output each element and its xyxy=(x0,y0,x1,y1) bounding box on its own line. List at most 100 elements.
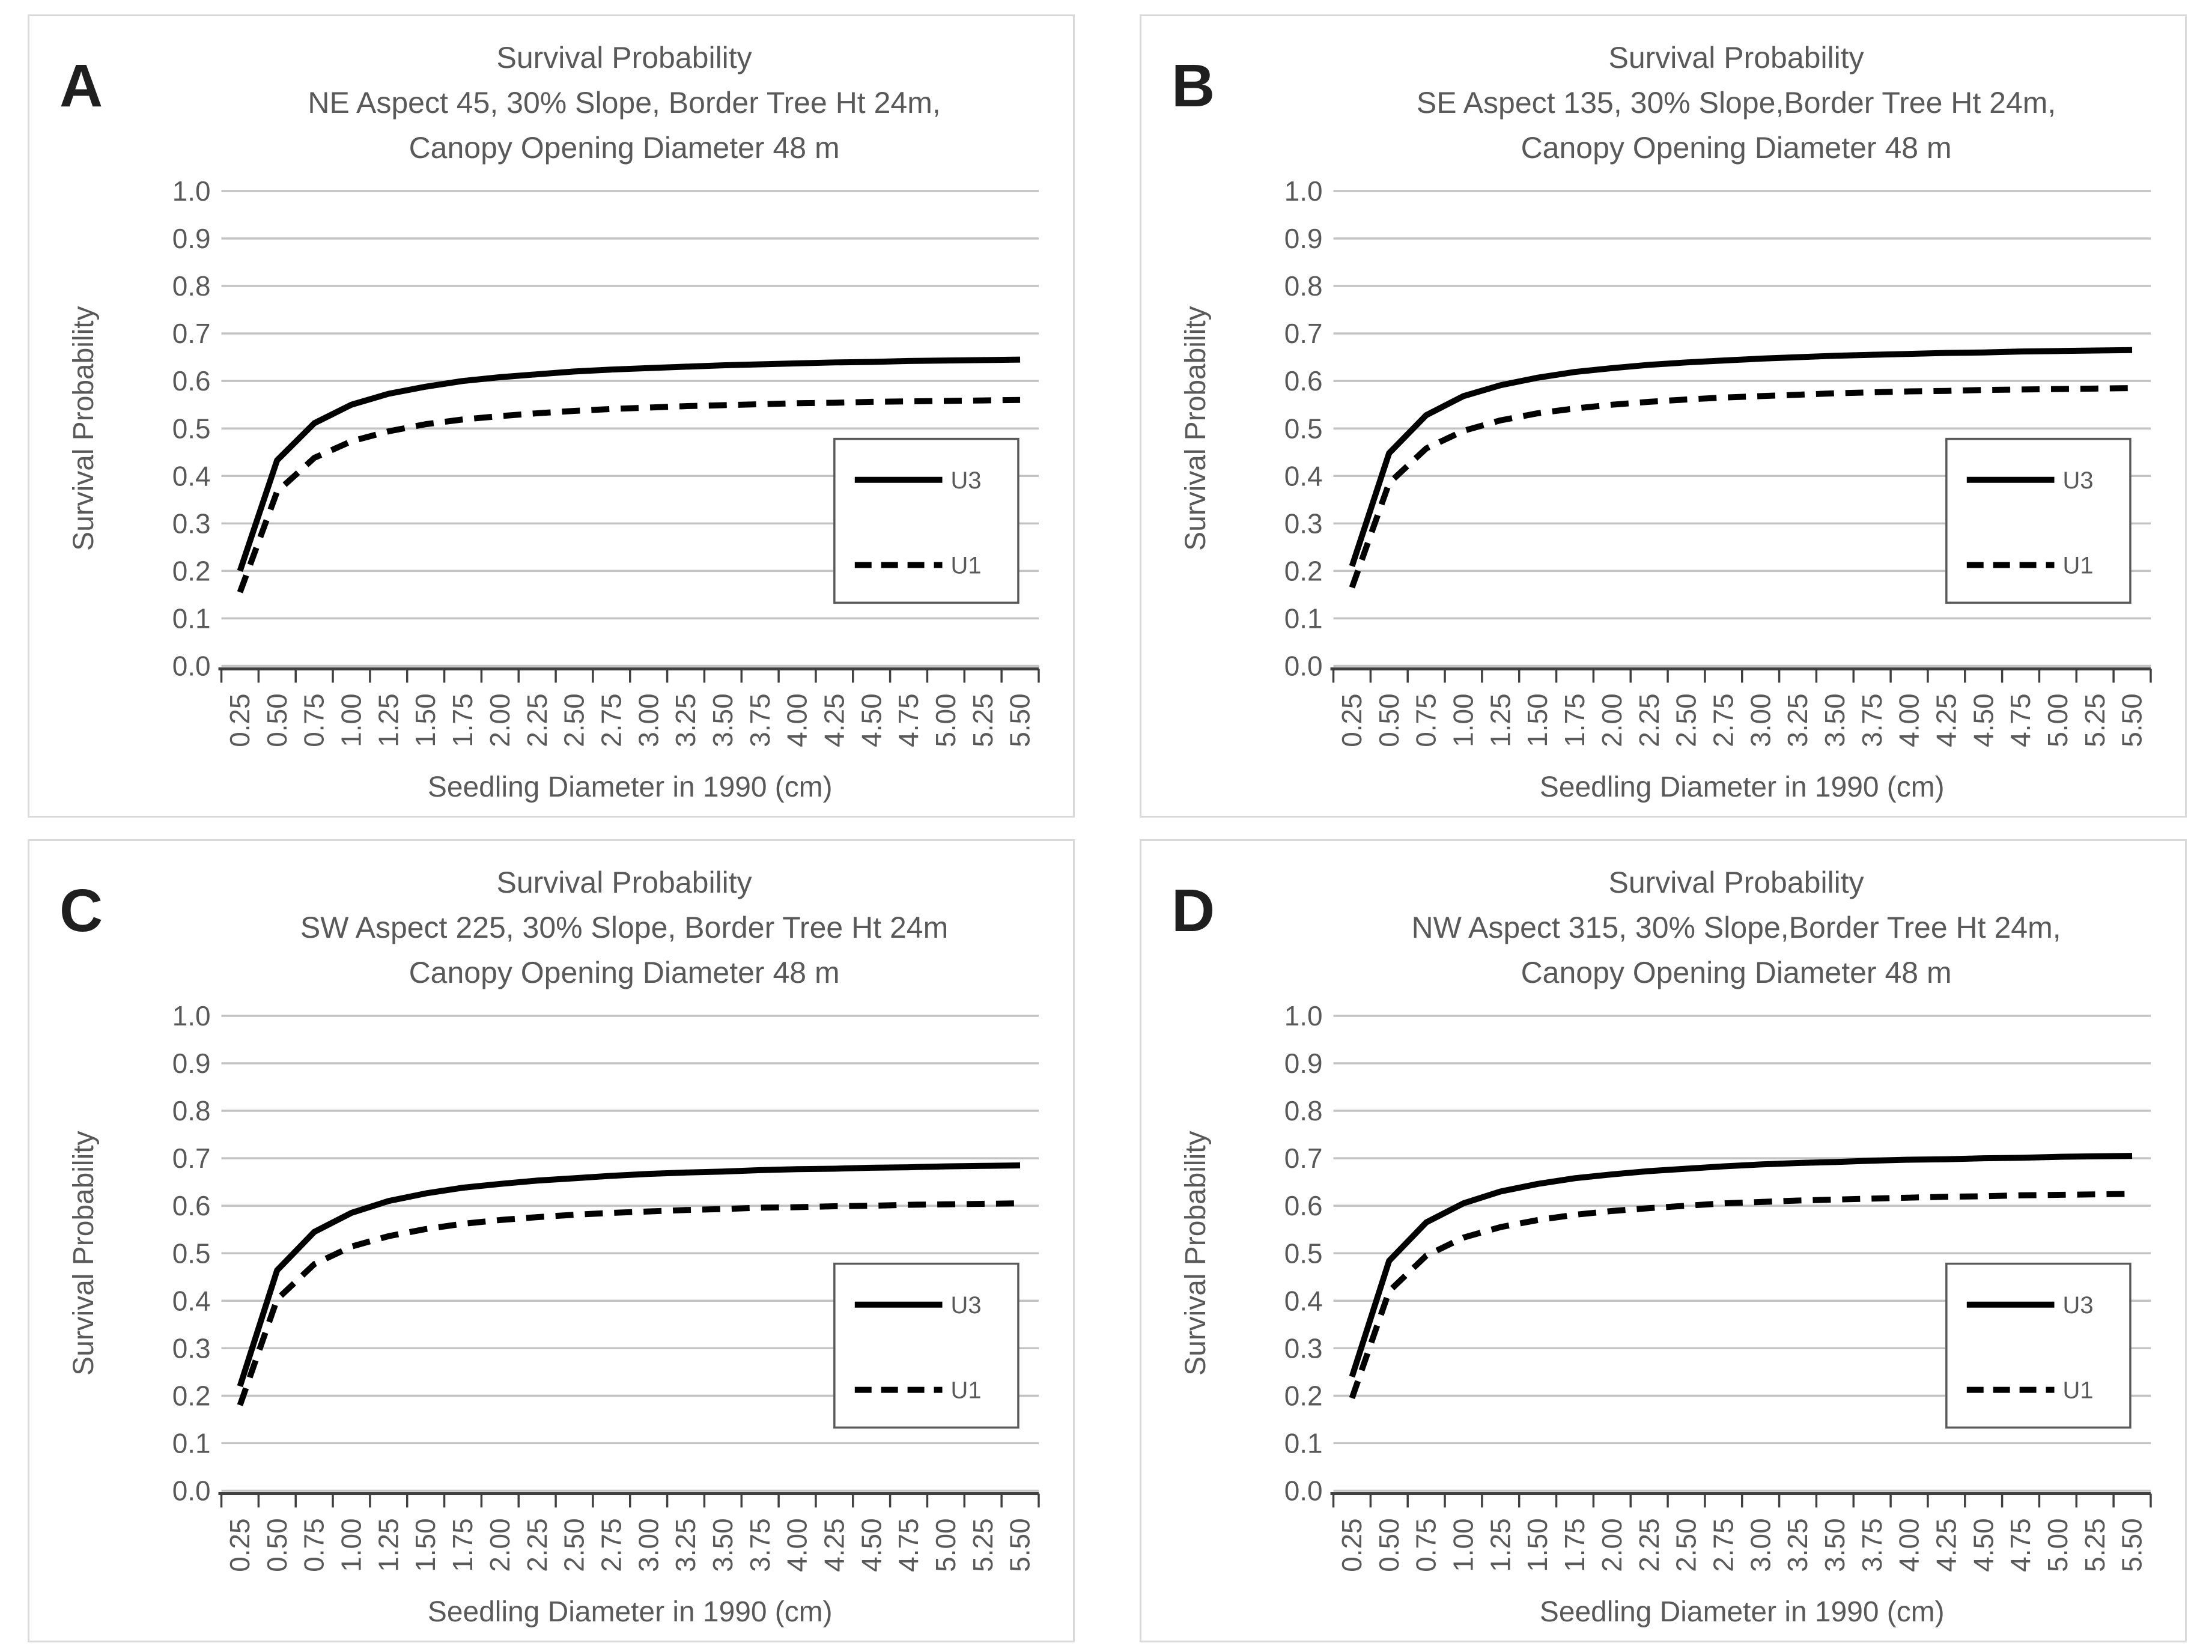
x-tick-label: 2.00 xyxy=(484,1518,515,1572)
y-tick-label: 0.8 xyxy=(1284,1095,1323,1126)
x-tick-label: 3.25 xyxy=(1782,693,1813,747)
x-tick-label: 3.00 xyxy=(633,1518,664,1572)
x-tick-label: 2.25 xyxy=(521,1518,553,1572)
x-tick-label: 2.50 xyxy=(1671,693,1702,747)
y-tick-label: 0.4 xyxy=(1284,460,1323,491)
x-tick-label: 5.00 xyxy=(930,693,961,747)
series-line-u1 xyxy=(237,1200,1021,1406)
x-tick-label: 1.75 xyxy=(1559,693,1590,747)
y-tick-label: 0.7 xyxy=(1284,318,1323,349)
x-tick-label: 1.25 xyxy=(372,1518,404,1572)
chart-title-line-2: SE Aspect 135, 30% Slope,Border Tree Ht … xyxy=(1416,86,2056,120)
y-tick-label: 0.3 xyxy=(172,1332,211,1364)
x-tick-label: 3.75 xyxy=(744,1518,776,1572)
x-tick-label: 4.75 xyxy=(893,693,924,747)
y-tick-label: 0.6 xyxy=(1284,365,1323,396)
panel-letter-d: D xyxy=(1171,877,1215,944)
x-tick-label: 2.00 xyxy=(484,693,515,747)
y-axis-title: Survival Probability xyxy=(68,1131,100,1375)
y-tick-label: 0.0 xyxy=(172,1475,211,1507)
x-axis-title: Seedling Diameter in 1990 (cm) xyxy=(428,771,833,803)
chart-title-line-3: Canopy Opening Diameter 48 m xyxy=(1521,131,1952,165)
x-axis-title: Seedling Diameter in 1990 (cm) xyxy=(428,1596,833,1628)
x-tick-label: 3.00 xyxy=(1745,693,1776,747)
x-tick-label: 1.00 xyxy=(336,693,367,747)
y-tick-label: 0.9 xyxy=(1284,223,1323,254)
y-tick-label: 0.5 xyxy=(172,413,211,444)
x-tick-label: 0.25 xyxy=(1336,693,1367,747)
survival-probability-chart-d: 1.0 0.9 0.8 0.7 0.6 0.5 0.4 0.3 0.2 0.1 0.0 0.25 0.5… xyxy=(1180,1000,2152,1628)
x-tick-label: 3.00 xyxy=(1745,1518,1776,1572)
series-line-u1 xyxy=(237,396,1021,594)
x-tick-label: 5.50 xyxy=(2116,693,2148,747)
legend-label-u1: U1 xyxy=(951,553,982,579)
x-tick-label: 1.75 xyxy=(447,693,478,747)
y-tick-label: 0.2 xyxy=(172,555,211,586)
x-tick-label: 4.00 xyxy=(1894,693,1925,747)
y-tick-label: 0.3 xyxy=(1284,508,1323,539)
survival-probability-chart-a: 1.0 0.9 0.8 0.7 0.6 0.5 0.4 0.3 0.2 0.1 0.0 0.25 0.5… xyxy=(68,175,1040,803)
x-tick-label: 3.75 xyxy=(1856,1518,1888,1572)
y-tick-label: 0.6 xyxy=(172,365,211,396)
y-tick-label: 0.3 xyxy=(1284,1332,1323,1364)
x-tick-label: 4.25 xyxy=(1930,693,1961,747)
y-tick-label: 0.9 xyxy=(172,223,211,254)
y-tick-label: 0.8 xyxy=(1284,270,1323,302)
panel-b: B Survival Probability SE Aspect 135, 30… xyxy=(1140,14,2187,818)
legend-box xyxy=(1945,437,2131,604)
x-tick-label: 5.25 xyxy=(2079,693,2110,747)
y-tick-label: 0.7 xyxy=(172,1143,211,1174)
y-tick-label: 0.1 xyxy=(1284,1427,1323,1459)
legend-box xyxy=(833,437,1019,604)
x-tick-label: 4.00 xyxy=(782,1518,813,1572)
x-tick-label: 2.75 xyxy=(1707,1518,1739,1572)
x-tick-label: 1.25 xyxy=(1484,693,1516,747)
x-tick-label: 3.50 xyxy=(707,693,738,747)
x-tick-label: 5.00 xyxy=(2042,1518,2073,1572)
x-tick-label: 1.25 xyxy=(372,693,404,747)
x-tick-label: 0.50 xyxy=(261,693,293,747)
chart-title-line-1: Survival Probability xyxy=(496,41,752,74)
y-axis-title: Survival Probability xyxy=(1180,306,1212,550)
y-tick-label: 0.0 xyxy=(1284,651,1323,682)
series-line-u3 xyxy=(237,356,1021,572)
x-tick-label: 2.50 xyxy=(559,693,590,747)
chart-title-line-1: Survival Probability xyxy=(1608,41,1864,74)
x-tick-label: 0.25 xyxy=(224,693,255,747)
legend-box xyxy=(1945,1262,2131,1429)
legend-label-u1: U1 xyxy=(2063,1377,2094,1404)
x-tick-label: 1.00 xyxy=(1448,1518,1479,1572)
panel-c: C Survival Probability SW Aspect 225, 30… xyxy=(28,839,1075,1642)
x-tick-label: 2.75 xyxy=(1707,693,1739,747)
legend-label-u1: U1 xyxy=(951,1377,982,1404)
x-tick-label: 1.75 xyxy=(1559,1518,1590,1572)
x-tick-label: 3.25 xyxy=(670,693,701,747)
x-tick-label: 4.75 xyxy=(2005,693,2036,747)
panel-d: D Survival Probability NW Aspect 315, 30… xyxy=(1140,839,2187,1642)
x-tick-label: 1.50 xyxy=(1522,1518,1553,1572)
x-tick-label: 4.25 xyxy=(818,693,849,747)
x-tick-label: 3.75 xyxy=(1856,693,1888,747)
x-tick-label: 4.75 xyxy=(893,1518,924,1572)
chart-title-line-1: Survival Probability xyxy=(496,866,752,899)
x-tick-label: 0.50 xyxy=(1373,693,1405,747)
x-tick-label: 5.00 xyxy=(930,1518,961,1572)
series-line-u1 xyxy=(1349,1191,2133,1399)
y-tick-label: 0.5 xyxy=(172,1237,211,1269)
chart-title: Survival Probability NE Aspect 45, 30% S… xyxy=(50,35,1053,171)
legend-label-u3: U3 xyxy=(951,1292,982,1319)
y-tick-label: 0.8 xyxy=(172,1095,211,1126)
x-tick-label: 1.50 xyxy=(410,693,441,747)
y-tick-label: 0.7 xyxy=(172,318,211,349)
survival-probability-chart-b: 1.0 0.9 0.8 0.7 0.6 0.5 0.4 0.3 0.2 0.1 0.0 0.25 0.5… xyxy=(1180,175,2152,803)
x-tick-label: 2.25 xyxy=(521,693,553,747)
x-tick-label: 2.25 xyxy=(1633,1518,1665,1572)
y-tick-label: 0.6 xyxy=(1284,1190,1323,1221)
x-tick-label: 0.75 xyxy=(299,693,330,747)
y-tick-label: 0.1 xyxy=(172,1427,211,1459)
series-line-u3 xyxy=(1349,1153,2133,1378)
x-tick-label: 0.75 xyxy=(1411,693,1442,747)
chart-title-line-2: SW Aspect 225, 30% Slope, Border Tree Ht… xyxy=(300,911,949,944)
x-tick-label: 3.25 xyxy=(670,1518,701,1572)
